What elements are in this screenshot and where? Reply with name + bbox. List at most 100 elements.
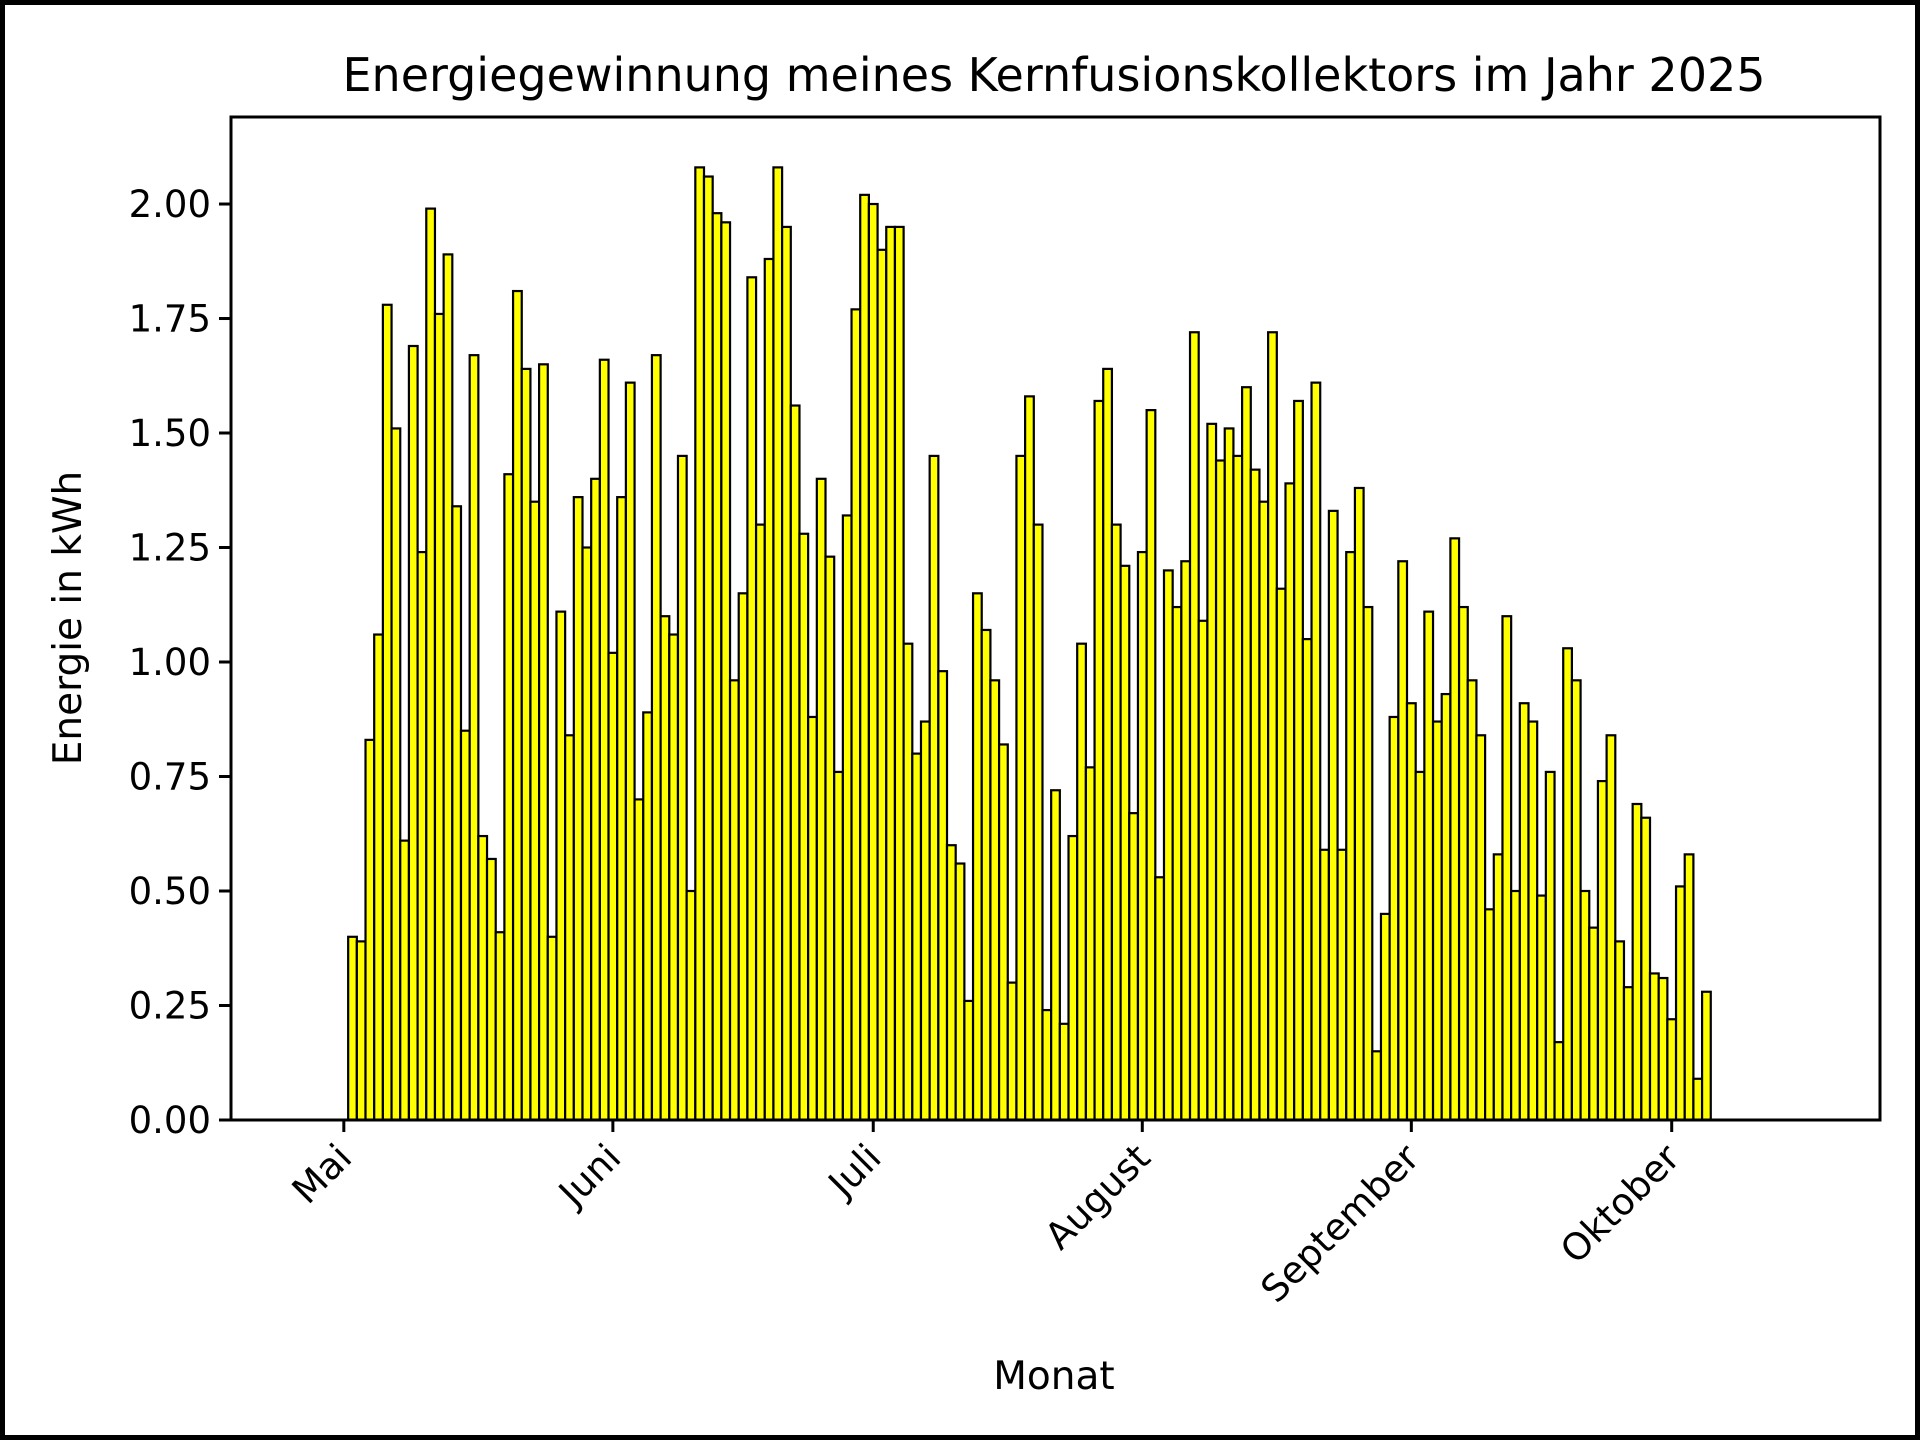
bar: [1171, 605, 1183, 1122]
x-tick-label: Juli: [819, 1136, 890, 1207]
bar: [390, 427, 402, 1122]
y-axis-label: Energie in kWh: [46, 471, 91, 766]
bar: [1102, 367, 1114, 1122]
bar: [885, 225, 897, 1122]
bar: [1588, 926, 1600, 1122]
y-tick-label: 0.75: [129, 756, 211, 799]
bar: [1093, 399, 1105, 1122]
bar: [1310, 381, 1322, 1122]
bar: [520, 367, 532, 1122]
bar: [1345, 550, 1357, 1122]
bar: [1267, 331, 1278, 1122]
bar: [1024, 395, 1035, 1122]
bar: [1423, 610, 1435, 1122]
bars-group: [347, 166, 1712, 1122]
y-tick-label: 1.25: [129, 527, 211, 570]
bar: [355, 940, 367, 1122]
bar: [1275, 587, 1287, 1122]
bar: [737, 592, 749, 1122]
bar: [1622, 986, 1634, 1122]
bar: [1249, 468, 1261, 1122]
bar: [1136, 550, 1148, 1122]
bar: [1353, 486, 1365, 1122]
bar: [1336, 848, 1348, 1122]
bar: [1041, 1008, 1053, 1122]
bar: [364, 738, 376, 1122]
bar: [911, 752, 923, 1122]
bar: [616, 496, 627, 1122]
bar: [416, 550, 428, 1122]
bar: [537, 363, 549, 1122]
bar: [1154, 876, 1166, 1122]
bar: [928, 454, 940, 1122]
bar: [902, 642, 914, 1122]
bar: [1050, 789, 1061, 1122]
bar: [590, 477, 601, 1122]
x-tick-label: September: [1253, 1135, 1429, 1311]
bar: [676, 454, 688, 1122]
bar: [1145, 409, 1157, 1122]
bar: [477, 834, 489, 1122]
bar: [824, 555, 836, 1122]
bar: [659, 615, 671, 1122]
bar: [1032, 523, 1044, 1122]
bar: [1475, 734, 1487, 1122]
bar: [1449, 537, 1461, 1122]
bar: [1371, 1050, 1383, 1122]
bar: [1492, 853, 1504, 1122]
bar: [1570, 679, 1582, 1122]
y-axis: 0.00 0.25 0.50 0.75 1.00 1.25 1.50 1.75 2.00: [129, 183, 231, 1142]
bar: [694, 166, 706, 1122]
bar: [1683, 853, 1695, 1122]
bar: [425, 207, 437, 1122]
bar: [1128, 812, 1140, 1122]
bar: [494, 931, 506, 1122]
bar: [433, 312, 445, 1122]
bar: [754, 523, 766, 1122]
bar: [1544, 770, 1556, 1122]
bar: [971, 592, 983, 1122]
bar: [1319, 848, 1330, 1122]
bar: [937, 670, 949, 1122]
bar: [789, 404, 801, 1122]
bar: [529, 500, 541, 1122]
bar: [1301, 638, 1313, 1122]
bar: [807, 715, 818, 1122]
bar: [798, 532, 810, 1122]
bar: [1397, 560, 1409, 1122]
chart-title: Energiegewinnung meines Kernfusionskolle…: [342, 48, 1765, 102]
bar: [1527, 720, 1539, 1122]
bar: [1640, 816, 1652, 1122]
bar: [833, 770, 844, 1122]
bar: [624, 381, 636, 1122]
x-axis: Mai Juni Juli August September Oktober: [284, 1120, 1689, 1311]
bar: [1362, 605, 1374, 1122]
bar: [598, 358, 610, 1122]
bar: [1119, 564, 1131, 1122]
bar: [815, 477, 827, 1122]
bar: [503, 473, 515, 1122]
x-tick-label: August: [1037, 1136, 1159, 1258]
x-axis-label: Monat: [993, 1354, 1114, 1399]
bar: [1510, 889, 1521, 1122]
bar: [1614, 940, 1626, 1122]
bar: [485, 857, 497, 1122]
bar: [650, 354, 662, 1122]
bar: [1431, 720, 1443, 1122]
y-tick-label: 0.00: [129, 1099, 211, 1142]
bar: [954, 862, 966, 1122]
bar: [997, 743, 1009, 1122]
y-tick-label: 2.00: [129, 183, 211, 226]
bar: [668, 633, 680, 1122]
bar: [1648, 972, 1660, 1122]
bar: [399, 839, 411, 1122]
bar: [728, 679, 740, 1122]
bar: [1484, 908, 1495, 1122]
bar: [945, 844, 957, 1122]
bar: [1596, 779, 1608, 1122]
bar: [1440, 692, 1452, 1122]
bar: [1180, 560, 1192, 1122]
bar: [555, 610, 567, 1122]
bar: [781, 225, 792, 1122]
y-tick-label: 1.75: [129, 298, 211, 341]
